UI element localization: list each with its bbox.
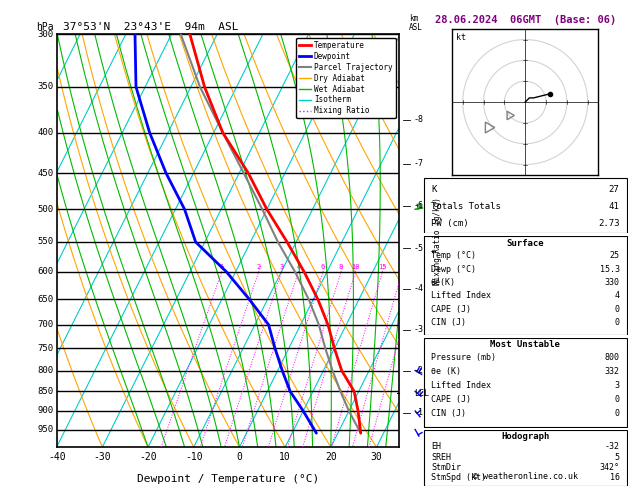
Text: 800: 800 [37, 366, 53, 375]
Text: 0: 0 [615, 409, 620, 418]
Text: 15.3: 15.3 [599, 264, 620, 274]
Text: 400: 400 [37, 128, 53, 137]
Text: 550: 550 [37, 238, 53, 246]
Text: 28.06.2024  06GMT  (Base: 06): 28.06.2024 06GMT (Base: 06) [435, 15, 616, 25]
Text: Totals Totals: Totals Totals [431, 202, 501, 211]
Text: Dewp (°C): Dewp (°C) [431, 264, 476, 274]
Text: 37°53'N  23°43'E  94m  ASL: 37°53'N 23°43'E 94m ASL [63, 21, 238, 32]
Text: CIN (J): CIN (J) [431, 318, 466, 328]
Text: 20: 20 [325, 452, 337, 462]
Text: 0: 0 [615, 318, 620, 328]
Text: Lifted Index: Lifted Index [431, 292, 491, 300]
Text: 8: 8 [339, 264, 343, 270]
Text: 2.73: 2.73 [598, 219, 620, 228]
Text: StmSpd (kt): StmSpd (kt) [431, 473, 486, 483]
Text: 750: 750 [37, 344, 53, 353]
Text: 0: 0 [615, 305, 620, 314]
Text: 342°: 342° [599, 463, 620, 472]
Text: PW (cm): PW (cm) [431, 219, 469, 228]
Text: 332: 332 [604, 367, 620, 376]
Text: Temp (°C): Temp (°C) [431, 251, 476, 260]
Text: 850: 850 [37, 387, 53, 396]
Text: θe(K): θe(K) [431, 278, 456, 287]
Legend: Temperature, Dewpoint, Parcel Trajectory, Dry Adiabat, Wet Adiabat, Isotherm, Mi: Temperature, Dewpoint, Parcel Trajectory… [296, 38, 396, 119]
Text: CAPE (J): CAPE (J) [431, 395, 471, 404]
Text: 6: 6 [321, 264, 325, 270]
FancyBboxPatch shape [424, 338, 626, 427]
Text: 41: 41 [609, 202, 620, 211]
Text: -2: -2 [414, 366, 424, 375]
FancyBboxPatch shape [424, 236, 626, 335]
Text: 0: 0 [237, 452, 242, 462]
Text: 3: 3 [615, 381, 620, 390]
Text: θe (K): θe (K) [431, 367, 461, 376]
Text: kt: kt [457, 33, 467, 42]
Text: -20: -20 [139, 452, 157, 462]
Text: -7: -7 [414, 159, 424, 168]
Text: -30: -30 [94, 452, 111, 462]
Text: SREH: SREH [431, 453, 451, 462]
Text: Surface: Surface [506, 239, 544, 248]
Text: 700: 700 [37, 320, 53, 329]
Text: 0: 0 [615, 395, 620, 404]
Text: hPa: hPa [36, 21, 53, 32]
Text: 1: 1 [220, 264, 224, 270]
Text: -8: -8 [414, 115, 424, 124]
Text: CAPE (J): CAPE (J) [431, 305, 471, 314]
Text: -32: -32 [604, 442, 620, 451]
Text: -3: -3 [414, 325, 424, 334]
Text: Most Unstable: Most Unstable [490, 341, 560, 349]
Text: StmDir: StmDir [431, 463, 461, 472]
Text: LCL: LCL [414, 389, 429, 398]
Text: 650: 650 [37, 295, 53, 304]
Text: 600: 600 [37, 267, 53, 277]
Text: 450: 450 [37, 169, 53, 178]
FancyBboxPatch shape [424, 178, 626, 233]
FancyBboxPatch shape [424, 431, 626, 486]
Text: 500: 500 [37, 205, 53, 214]
Text: 10: 10 [351, 264, 360, 270]
Text: 350: 350 [37, 83, 53, 91]
Text: 27: 27 [609, 185, 620, 194]
Text: -40: -40 [48, 452, 65, 462]
Text: CIN (J): CIN (J) [431, 409, 466, 418]
Text: K: K [431, 185, 437, 194]
Text: km
ASL: km ASL [409, 14, 423, 32]
Text: 300: 300 [37, 30, 53, 38]
Text: Lifted Index: Lifted Index [431, 381, 491, 390]
Text: 4: 4 [296, 264, 301, 270]
Text: 800: 800 [604, 353, 620, 362]
Text: Pressure (mb): Pressure (mb) [431, 353, 496, 362]
Text: -5: -5 [414, 243, 424, 253]
Text: Mixing Ratio (g/kg): Mixing Ratio (g/kg) [433, 197, 442, 284]
Text: -1: -1 [414, 408, 424, 417]
Text: 30: 30 [370, 452, 382, 462]
Text: -4: -4 [414, 284, 424, 293]
Text: -10: -10 [185, 452, 203, 462]
Text: 950: 950 [37, 425, 53, 434]
Text: 16: 16 [610, 473, 620, 483]
Text: 4: 4 [615, 292, 620, 300]
Text: 2: 2 [257, 264, 261, 270]
Text: 15: 15 [378, 264, 387, 270]
Text: Hodograph: Hodograph [501, 433, 549, 441]
Text: Dewpoint / Temperature (°C): Dewpoint / Temperature (°C) [137, 474, 319, 484]
Text: 5: 5 [615, 453, 620, 462]
Text: 330: 330 [604, 278, 620, 287]
Text: EH: EH [431, 442, 441, 451]
Text: 10: 10 [279, 452, 291, 462]
Text: © weatheronline.co.uk: © weatheronline.co.uk [473, 472, 577, 481]
Text: 25: 25 [610, 251, 620, 260]
Text: 900: 900 [37, 406, 53, 416]
Text: 3: 3 [279, 264, 284, 270]
Text: -6: -6 [414, 201, 424, 210]
